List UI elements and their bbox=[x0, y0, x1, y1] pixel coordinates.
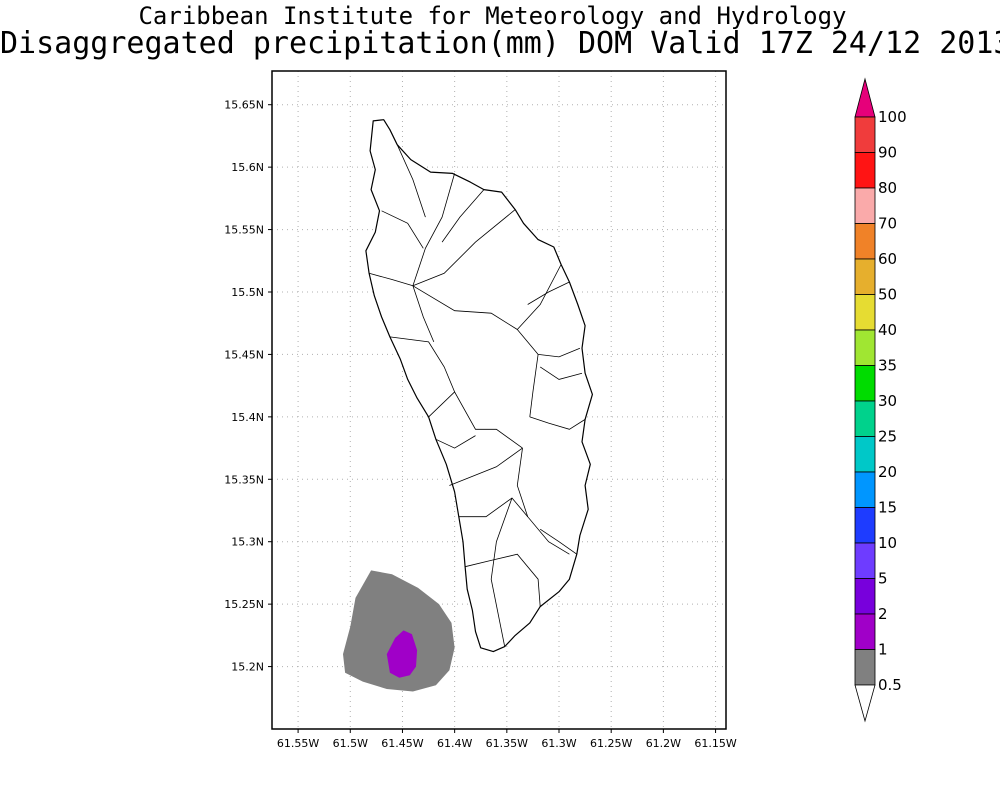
subtitle: Disaggregated precipitation(mm) DOM Vali… bbox=[0, 26, 1000, 61]
colorbar-segment bbox=[854, 400, 876, 437]
catchment-line bbox=[389, 336, 455, 393]
colorbar-segment bbox=[854, 578, 876, 615]
colorbar-segment bbox=[854, 329, 876, 366]
colorbar-segment bbox=[854, 613, 876, 650]
colorbar-segment bbox=[854, 223, 876, 260]
colorbar-segment bbox=[854, 187, 876, 224]
y-tick-label: 15.6N bbox=[231, 161, 264, 174]
colorbar-segment bbox=[854, 542, 876, 579]
y-tick-label: 15.2N bbox=[231, 661, 264, 674]
y-tick-label: 15.65N bbox=[224, 99, 264, 112]
y-tick-label: 15.55N bbox=[224, 224, 264, 237]
colorbar-label: 35 bbox=[878, 357, 897, 375]
island-layer bbox=[365, 119, 594, 653]
catchment-line bbox=[396, 144, 426, 218]
colorbar-label: 40 bbox=[878, 321, 897, 339]
catchment-line bbox=[412, 285, 435, 343]
y-tick-label: 15.25N bbox=[224, 598, 264, 611]
colorbar-label: 30 bbox=[878, 392, 897, 410]
catchment-line bbox=[435, 435, 476, 449]
catchment-line bbox=[368, 272, 414, 287]
catchment-line bbox=[381, 210, 424, 249]
y-tick-label: 15.3N bbox=[231, 536, 264, 549]
colorbar-label: 10 bbox=[878, 534, 897, 552]
colorbar-bottom-arrow bbox=[854, 684, 876, 723]
catchment-line bbox=[529, 354, 539, 417]
island-coastline bbox=[365, 119, 594, 653]
catchment-line bbox=[539, 528, 578, 555]
colorbar: 100 90 80 70 60 50 40 35 30 25 20 15 10 5 2 1 0.5 bbox=[854, 77, 907, 723]
precipitation-layer bbox=[343, 570, 455, 692]
colorbar-segment bbox=[854, 258, 876, 295]
catchment-line bbox=[490, 497, 513, 647]
catchment-line bbox=[412, 285, 518, 330]
colorbar-label: 70 bbox=[878, 215, 897, 233]
colorbar-segment bbox=[854, 649, 876, 686]
colorbar-segment bbox=[854, 471, 876, 508]
catchment-line bbox=[428, 391, 523, 449]
colorbar-label: 5 bbox=[878, 570, 888, 588]
catchment-line bbox=[516, 329, 581, 358]
colorbar-label: 90 bbox=[878, 144, 897, 162]
colorbar-segment bbox=[854, 507, 876, 544]
x-tick-label: 61.3W bbox=[541, 737, 576, 750]
colorbar-label: 0.5 bbox=[878, 676, 902, 694]
colorbar-label: 100 bbox=[878, 108, 907, 126]
catchment-line bbox=[412, 209, 516, 287]
catchment-line bbox=[412, 173, 455, 286]
catchment-line bbox=[458, 497, 529, 518]
colorbar-label: 25 bbox=[878, 428, 897, 446]
x-tick-label: 61.25W bbox=[590, 737, 632, 750]
colorbar-label: 15 bbox=[878, 499, 897, 517]
catchment-line bbox=[449, 447, 523, 486]
colorbar-segment bbox=[854, 436, 876, 473]
colorbar-label: 80 bbox=[878, 179, 897, 197]
colorbar-segment bbox=[854, 152, 876, 189]
y-tick-label: 15.5N bbox=[231, 286, 264, 299]
catchment-line bbox=[465, 553, 541, 607]
catchment-line bbox=[539, 366, 583, 380]
colorbar-label: 50 bbox=[878, 286, 897, 304]
rain-area-1-2 bbox=[386, 630, 418, 678]
y-tick-label: 15.45N bbox=[224, 348, 264, 361]
x-tick-label: 61.15W bbox=[694, 737, 736, 750]
y-tick-label: 15.35N bbox=[224, 473, 264, 486]
catchment-line bbox=[517, 264, 562, 330]
colorbar-segment bbox=[854, 116, 876, 153]
x-axis: 61.55W 61.5W 61.45W 61.4W 61.35W 61.3W 61.25W 6… bbox=[277, 729, 737, 750]
colorbar-label: 20 bbox=[878, 463, 897, 481]
catchment-line bbox=[527, 281, 570, 305]
catchment-line bbox=[441, 189, 485, 243]
catchment-line bbox=[529, 416, 586, 430]
colorbar-segment bbox=[854, 365, 876, 402]
colorbar-label: 2 bbox=[878, 605, 888, 623]
x-tick-label: 61.35W bbox=[486, 737, 528, 750]
colorbar-segment bbox=[854, 294, 876, 331]
x-tick-label: 61.55W bbox=[277, 737, 319, 750]
x-tick-label: 61.2W bbox=[646, 737, 681, 750]
x-tick-label: 61.5W bbox=[333, 737, 368, 750]
rain-area-0.5-1 bbox=[343, 570, 455, 692]
y-axis: 15.65N 15.6N 15.55N 15.5N 15.45N 15.4N 15.35N 1… bbox=[224, 99, 272, 674]
colorbar-label: 1 bbox=[878, 641, 888, 659]
y-tick-label: 15.4N bbox=[231, 411, 264, 424]
colorbar-label: 60 bbox=[878, 250, 897, 268]
x-tick-label: 61.4W bbox=[437, 737, 472, 750]
x-tick-label: 61.45W bbox=[381, 737, 423, 750]
map-frame bbox=[271, 70, 727, 730]
title: Caribbean Institute for Meteorology and … bbox=[138, 2, 847, 30]
colorbar-top-arrow bbox=[854, 77, 876, 118]
